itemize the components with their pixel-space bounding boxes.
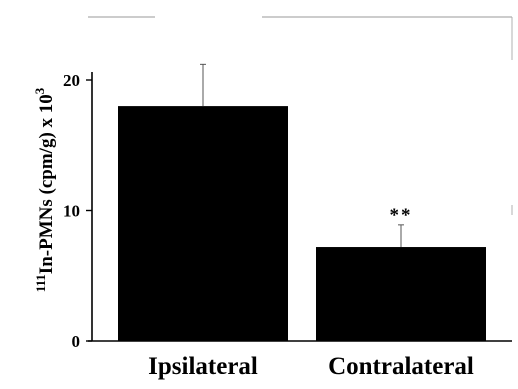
y-label-prefix-superscript: 111 — [33, 274, 48, 292]
bar-contralateral — [316, 247, 486, 341]
category-labels: Ipsilateral Contralateral — [148, 353, 474, 380]
y-tick-label: 20 — [63, 71, 80, 90]
y-ticks: 0 10 20 — [63, 71, 92, 351]
y-label-main: In-PMNs (cpm/g) x 10 — [36, 94, 57, 274]
y-axis-label: 111In-PMNs (cpm/g) x 103 — [32, 87, 57, 292]
annotations: ** — [390, 205, 413, 226]
x-category-label: Contralateral — [328, 353, 474, 380]
error-bars — [200, 63, 404, 248]
bar-ipsilateral — [118, 106, 288, 341]
y-tick-label: 0 — [72, 332, 81, 351]
y-tick-label: 10 — [63, 202, 80, 221]
y-label-exponent: 3 — [32, 87, 47, 94]
bars — [118, 106, 486, 341]
x-category-label: Ipsilateral — [148, 353, 258, 380]
significance-annotation: ** — [390, 205, 413, 226]
